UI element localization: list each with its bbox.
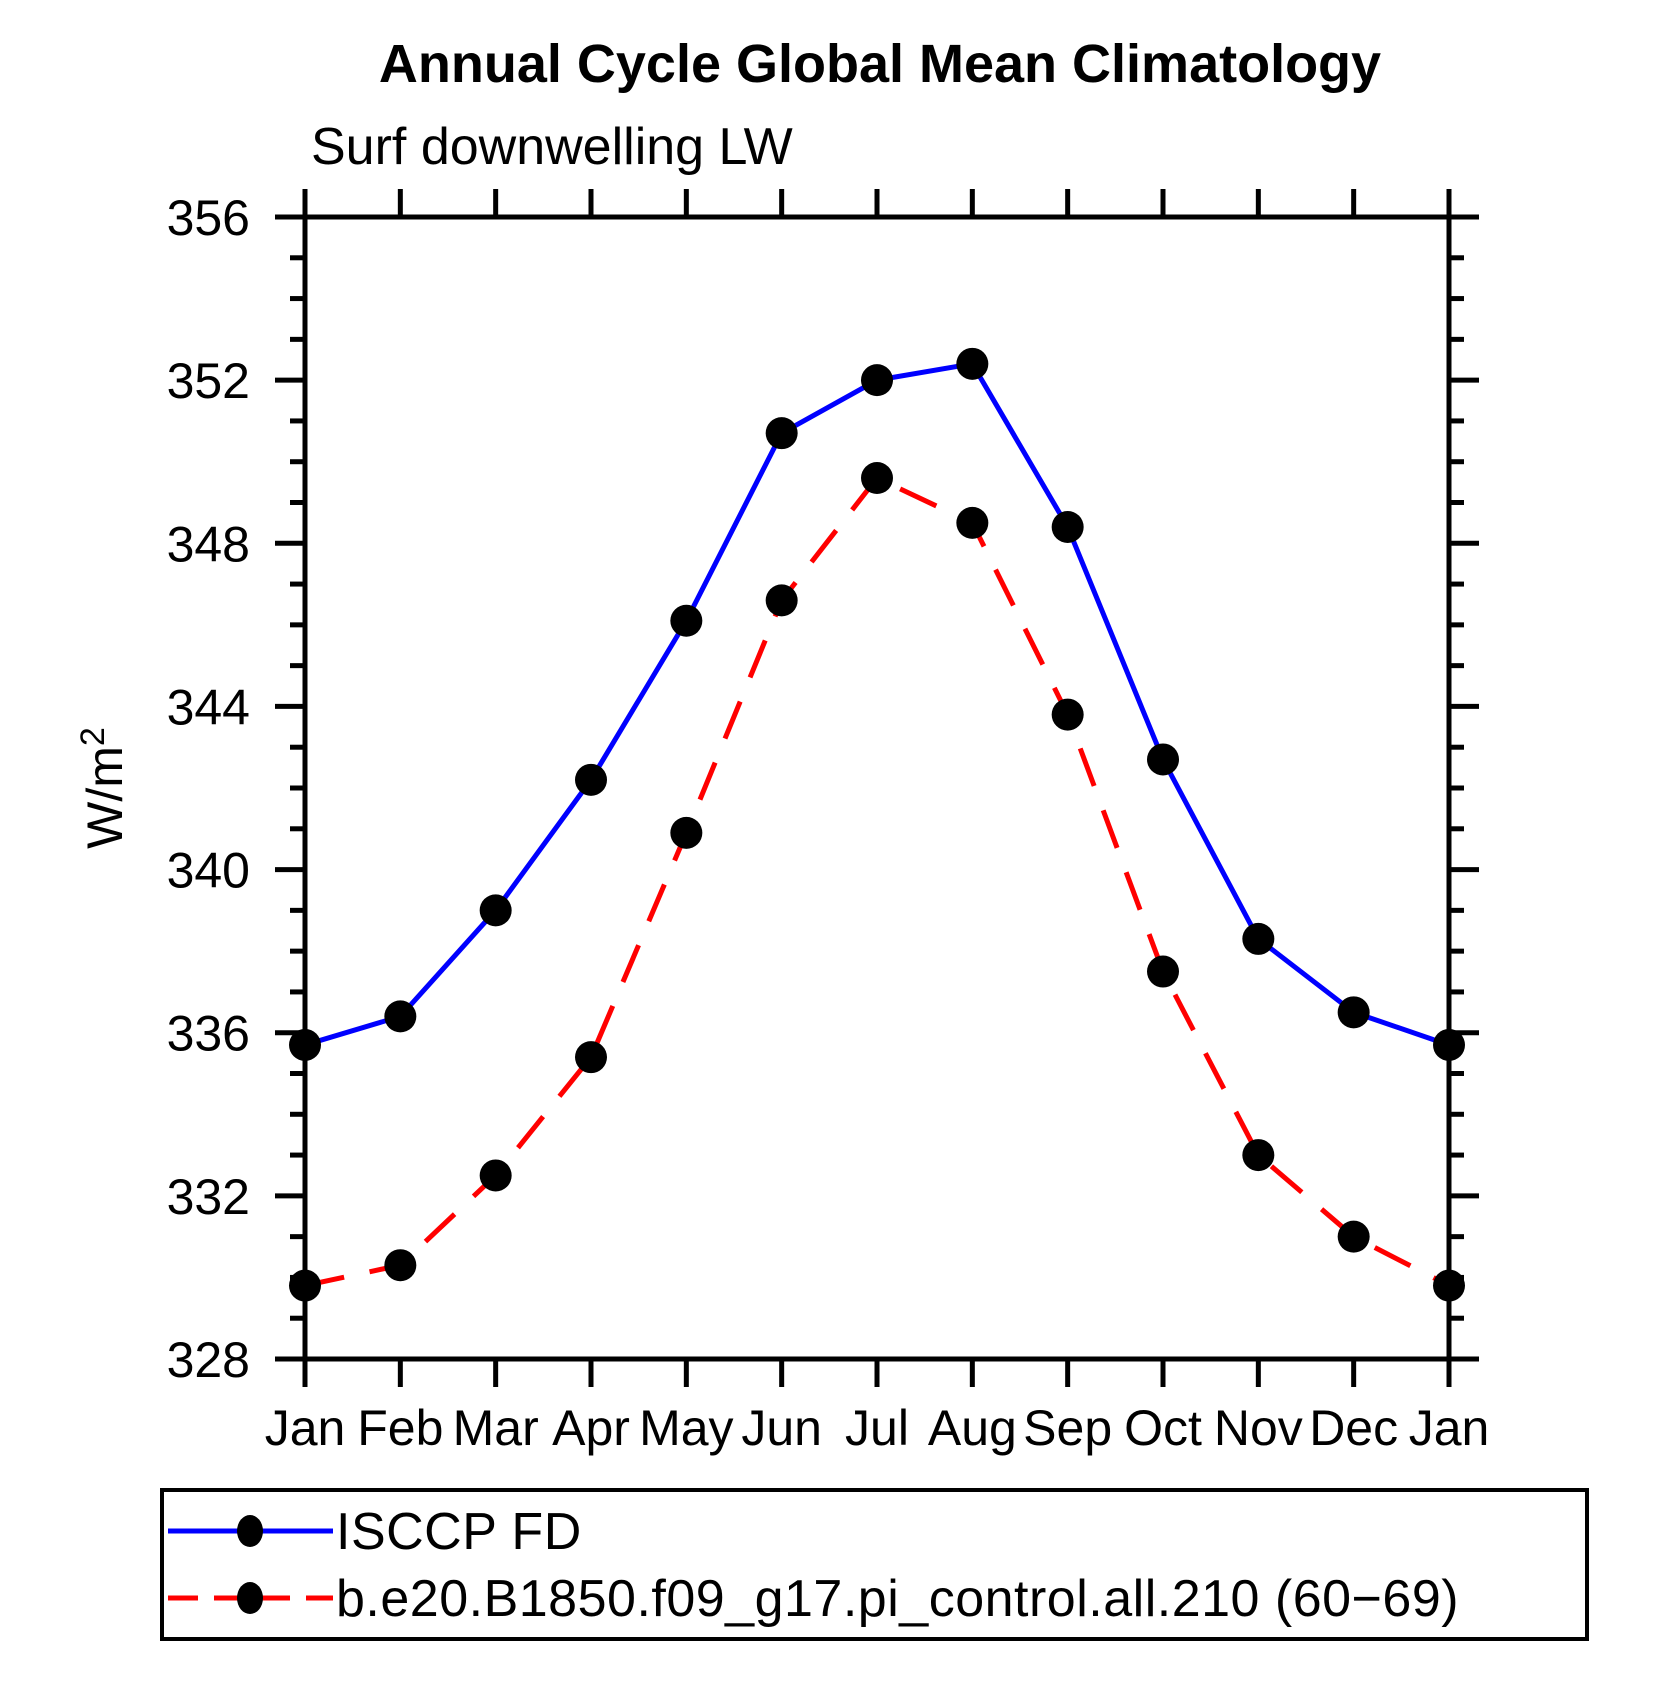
y-axis-tick-label: 356: [167, 190, 250, 246]
x-axis-tick-label: Aug: [928, 1400, 1017, 1456]
data-point-marker: [384, 1000, 417, 1033]
x-axis-tick-label: Sep: [1023, 1400, 1112, 1456]
legend-label-isccp: ISCCP FD: [336, 1503, 582, 1561]
data-point-marker: [765, 417, 798, 450]
data-series: [289, 347, 1465, 1302]
y-axis-tick-label: 340: [167, 843, 250, 899]
legend-swatch-marker-icon: [237, 1582, 263, 1614]
x-axis-tick-label: Apr: [552, 1400, 630, 1456]
x-axis-tick-label: May: [639, 1400, 733, 1456]
data-point-marker: [1051, 698, 1084, 731]
legend-label-model: b.e20.B1850.f09_g17.pi_control.all.210 (…: [336, 1570, 1459, 1628]
data-point-marker: [1433, 1269, 1465, 1302]
legend-box: [160, 1488, 1589, 1641]
data-point-marker: [1051, 510, 1084, 543]
x-axis-tick-label: Oct: [1124, 1400, 1202, 1456]
y-axis-tick-label: 328: [167, 1332, 250, 1388]
data-point-marker: [1337, 996, 1370, 1029]
data-point-marker: [861, 364, 893, 397]
data-point-marker: [289, 1269, 321, 1302]
axes: Jan Feb Mar Apr May Jun Jul Aug Sep Oct Nov Dec Jan3…: [167, 189, 1490, 1456]
legend: ISCCP FD b.e20.B1850.f09_g17.pi_control.…: [160, 1488, 1589, 1641]
x-axis-tick-label: Dec: [1309, 1400, 1398, 1456]
legend-swatch-marker-icon: [237, 1515, 263, 1547]
data-point-marker: [956, 506, 989, 539]
data-point-marker: [575, 1041, 607, 1074]
data-point-marker: [956, 347, 989, 380]
x-axis-tick-label: Jan: [1409, 1400, 1490, 1456]
y-axis-tick-label: 348: [167, 516, 250, 572]
data-point-marker: [1337, 1220, 1370, 1253]
chart-title: Annual Cycle Global Mean Climatology: [379, 34, 1381, 94]
y-axis-tick-label: 352: [167, 353, 250, 409]
data-point-marker: [479, 894, 512, 927]
series-line-1: [304, 475, 1451, 1289]
y-axis-tick-label: 332: [167, 1169, 250, 1225]
chart-subtitle: Surf downwelling LW: [311, 118, 793, 176]
x-axis-tick-label: Jul: [845, 1400, 909, 1456]
data-point-marker: [1147, 743, 1179, 776]
x-axis-tick-label: Nov: [1214, 1400, 1303, 1456]
data-point-marker: [575, 763, 607, 796]
y-axis-tick-label: 336: [167, 1006, 250, 1062]
data-point-marker: [384, 1249, 417, 1282]
data-point-marker: [1242, 922, 1275, 955]
data-point-marker: [670, 816, 703, 849]
data-point-marker: [765, 584, 798, 617]
data-point-marker: [479, 1159, 512, 1192]
data-point-marker: [670, 604, 703, 637]
data-point-marker: [1433, 1028, 1465, 1061]
y-axis-tick-label: 344: [167, 679, 250, 735]
data-point-marker: [1242, 1139, 1275, 1172]
x-axis-tick-label: Feb: [357, 1400, 443, 1456]
x-axis-tick-label: Mar: [453, 1400, 539, 1456]
x-axis-tick-label: Jan: [265, 1400, 346, 1456]
data-point-marker: [1147, 955, 1179, 988]
x-axis-tick-label: Jun: [741, 1400, 822, 1456]
data-point-marker: [289, 1028, 321, 1061]
data-point-marker: [861, 462, 893, 495]
y-axis-label: W/m2: [74, 727, 133, 849]
